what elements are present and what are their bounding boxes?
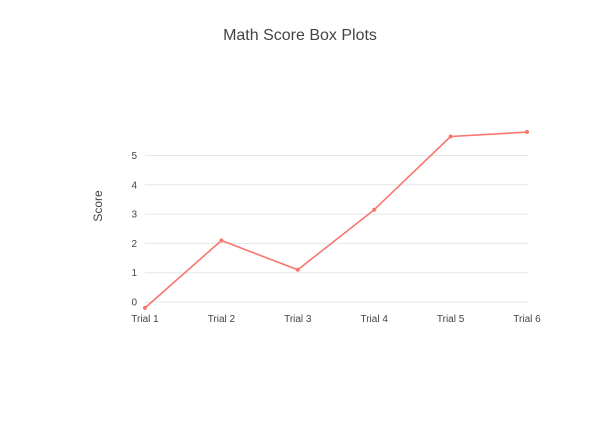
y-tick-label: 4 <box>131 180 137 191</box>
y-tick-label: 3 <box>131 210 137 221</box>
y-tick-labels: 0 1 2 3 4 5 <box>131 151 137 309</box>
data-point <box>448 134 453 139</box>
x-tick-labels: Trial 1 Trial 2 Trial 3 Trial 4 Trial 5 Trial… <box>131 314 541 325</box>
data-point <box>372 207 377 212</box>
chart-title: Math Score Box Plots <box>223 27 377 44</box>
data-point <box>219 238 224 243</box>
y-tick-label: 5 <box>131 151 137 162</box>
gridlines <box>145 155 528 303</box>
y-tick-label: 2 <box>131 239 137 250</box>
data-point <box>525 130 529 135</box>
x-tick-label: Trial 3 <box>284 314 312 325</box>
x-tick-label: Trial 2 <box>208 314 236 325</box>
x-tick-label: Trial 1 <box>131 314 159 325</box>
series-layer <box>143 130 529 310</box>
data-point <box>143 305 147 310</box>
y-tick-label: 1 <box>131 268 137 279</box>
series-line <box>144 131 528 309</box>
x-tick-label: Trial 5 <box>437 314 465 325</box>
data-point <box>295 267 300 272</box>
y-tick-label: 0 <box>131 298 137 309</box>
y-axis-label: Score <box>91 190 105 222</box>
x-tick-label: Trial 6 <box>513 314 541 325</box>
x-tick-label: Trial 4 <box>360 314 388 325</box>
